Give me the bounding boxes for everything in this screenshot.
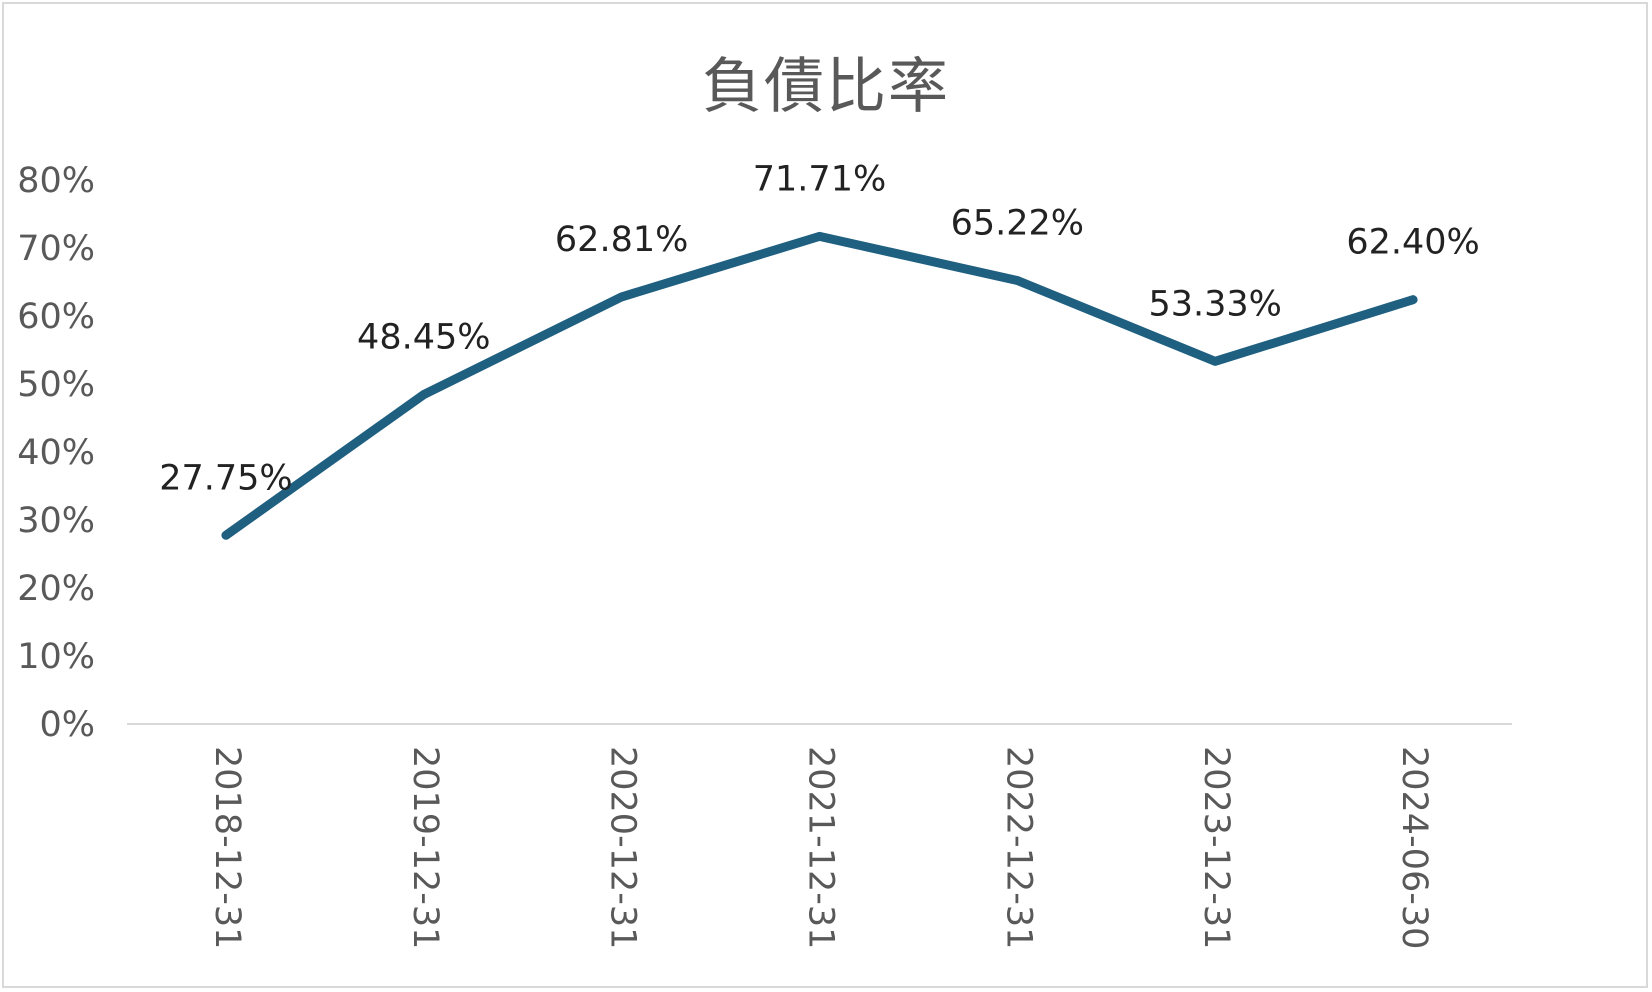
x-tick-label: 2021-12-31 (801, 746, 841, 949)
data-label: 53.33% (1148, 284, 1281, 324)
x-tick-label: 2023-12-31 (1196, 746, 1236, 949)
y-tick-label: 0% (39, 705, 95, 745)
data-labels: 27.75% 48.45% 62.81% 71.71% 65.22% 53.33% 62.4… (159, 159, 1480, 498)
x-tick-label: 2018-12-31 (207, 746, 247, 949)
y-tick-label: 20% (17, 569, 95, 609)
x-tick-label: 2020-12-31 (603, 746, 643, 949)
x-tick-label: 2022-12-31 (998, 746, 1038, 949)
data-label: 48.45% (357, 318, 490, 358)
data-label: 62.40% (1346, 223, 1479, 263)
y-tick-label: 60% (17, 297, 95, 337)
x-tick-label: 2019-12-31 (405, 746, 445, 949)
y-tick-label: 30% (17, 501, 95, 541)
y-tick-label: 10% (17, 637, 95, 677)
y-tick-label: 40% (17, 433, 95, 473)
data-label: 62.81% (555, 220, 688, 260)
y-tick-label: 50% (17, 365, 95, 405)
data-label: 27.75% (159, 458, 292, 498)
x-tick-label: 2024-06-30 (1394, 746, 1434, 949)
data-label: 65.22% (951, 204, 1084, 244)
data-label: 71.71% (753, 159, 886, 199)
y-tick-label: 70% (17, 229, 95, 269)
chart-title: 負債比率 (702, 52, 950, 122)
x-axis: 2018-12-31 2019-12-31 2020-12-31 2021-12-31… (127, 723, 1512, 949)
y-axis: 0% 10% 20% 30% 40% 50% 60% 70% 80% (17, 161, 95, 745)
series-group (221, 231, 1418, 540)
series-line (221, 231, 1418, 540)
y-tick-label: 80% (17, 161, 95, 201)
